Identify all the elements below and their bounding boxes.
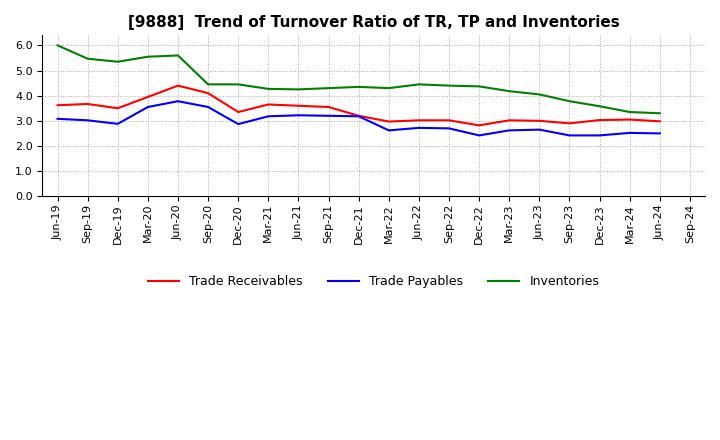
Inventories <box>384 85 393 91</box>
Trade Payables <box>505 128 513 133</box>
Inventories <box>535 92 544 97</box>
Trade Receivables <box>204 91 212 96</box>
Inventories <box>174 53 182 58</box>
Trade Payables <box>565 133 574 138</box>
Trade Receivables <box>234 110 243 115</box>
Legend: Trade Receivables, Trade Payables, Inventories: Trade Receivables, Trade Payables, Inven… <box>143 270 604 293</box>
Inventories <box>565 99 574 104</box>
Inventories <box>324 85 333 91</box>
Trade Receivables <box>415 117 423 123</box>
Trade Receivables <box>143 94 152 99</box>
Trade Payables <box>595 133 604 138</box>
Inventories <box>445 83 454 88</box>
Trade Receivables <box>294 103 303 108</box>
Inventories <box>114 59 122 64</box>
Trade Payables <box>84 117 92 123</box>
Inventories <box>415 82 423 87</box>
Trade Receivables <box>474 123 483 128</box>
Trade Payables <box>535 127 544 132</box>
Trade Payables <box>204 104 212 110</box>
Trade Receivables <box>595 117 604 123</box>
Inventories <box>204 82 212 87</box>
Trade Receivables <box>354 113 363 118</box>
Trade Receivables <box>565 121 574 126</box>
Trade Payables <box>474 133 483 138</box>
Inventories <box>234 82 243 87</box>
Trade Receivables <box>505 117 513 123</box>
Trade Receivables <box>324 104 333 110</box>
Line: Trade Payables: Trade Payables <box>58 101 660 136</box>
Trade Payables <box>324 113 333 118</box>
Trade Receivables <box>84 101 92 106</box>
Trade Receivables <box>626 117 634 122</box>
Trade Payables <box>354 114 363 119</box>
Trade Receivables <box>174 83 182 88</box>
Trade Payables <box>445 126 454 131</box>
Inventories <box>354 84 363 89</box>
Trade Payables <box>114 121 122 126</box>
Inventories <box>626 110 634 115</box>
Inventories <box>143 54 152 59</box>
Trade Receivables <box>445 117 454 123</box>
Trade Payables <box>53 116 62 121</box>
Trade Payables <box>174 99 182 104</box>
Inventories <box>474 84 483 89</box>
Inventories <box>264 86 273 92</box>
Inventories <box>595 103 604 109</box>
Title: [9888]  Trend of Turnover Ratio of TR, TP and Inventories: [9888] Trend of Turnover Ratio of TR, TP… <box>128 15 620 30</box>
Trade Payables <box>415 125 423 131</box>
Inventories <box>84 56 92 61</box>
Trade Receivables <box>535 118 544 124</box>
Trade Payables <box>294 113 303 118</box>
Line: Inventories: Inventories <box>58 45 660 113</box>
Trade Receivables <box>264 102 273 107</box>
Trade Payables <box>234 121 243 127</box>
Trade Payables <box>143 104 152 110</box>
Trade Payables <box>655 131 664 136</box>
Trade Payables <box>626 130 634 136</box>
Inventories <box>294 87 303 92</box>
Trade Payables <box>264 114 273 119</box>
Trade Receivables <box>384 119 393 124</box>
Trade Receivables <box>53 103 62 108</box>
Trade Receivables <box>655 119 664 124</box>
Trade Receivables <box>114 106 122 111</box>
Inventories <box>505 88 513 94</box>
Trade Payables <box>384 128 393 133</box>
Inventories <box>655 110 664 116</box>
Inventories <box>53 43 62 48</box>
Line: Trade Receivables: Trade Receivables <box>58 86 660 125</box>
